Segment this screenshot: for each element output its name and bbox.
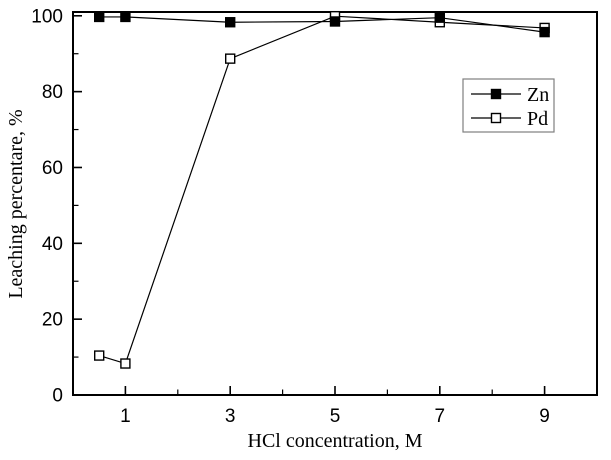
x-axis-ticks [124,386,546,394]
series-zn-marker [539,26,550,38]
legend-label-pd: Pd [527,108,548,130]
series-zn-marker [224,17,236,28]
series-zn-marker [329,16,341,27]
legend-box [462,78,555,133]
y-tick-label: 40 [42,234,63,255]
y-tick-label: 100 [31,6,63,27]
x-tick-label: 9 [539,406,550,427]
legend-entry-zn: Zn [471,84,549,106]
series-pd [93,10,550,369]
y-tick-label: 0 [52,386,63,407]
plot-frame [72,11,598,396]
x-tick-label: 5 [330,406,341,427]
series-zn [93,11,550,38]
legend-label-zn: Zn [527,84,549,106]
y-axis-tick-labels: 0 20 40 60 80 100 [31,6,63,406]
legend-entry-pd: Pd [471,108,548,130]
series-pd-marker [120,358,131,369]
series-zn-marker [434,12,445,23]
series-zn-marker [120,11,131,23]
series-zn-marker [93,11,105,23]
y-axis-ticks [74,14,82,396]
y-tick-label: 20 [42,310,63,331]
legend-marker-pd [490,112,502,124]
x-tick-label: 7 [435,406,446,427]
y-axis-title: Leaching percentare, % [5,109,27,299]
series-pd-marker [224,53,236,64]
y-tick-label: 60 [42,158,63,179]
x-tick-label: 1 [120,406,131,427]
series-pd-line [99,15,545,365]
x-axis-title: HCl concentration, M [247,430,423,452]
x-tick-label: 3 [225,406,236,427]
legend-marker-zn [490,88,502,100]
x-axis-tick-labels: 1 3 5 7 9 [120,406,550,427]
y-tick-label: 80 [42,82,63,103]
series-pd-marker [93,350,105,361]
